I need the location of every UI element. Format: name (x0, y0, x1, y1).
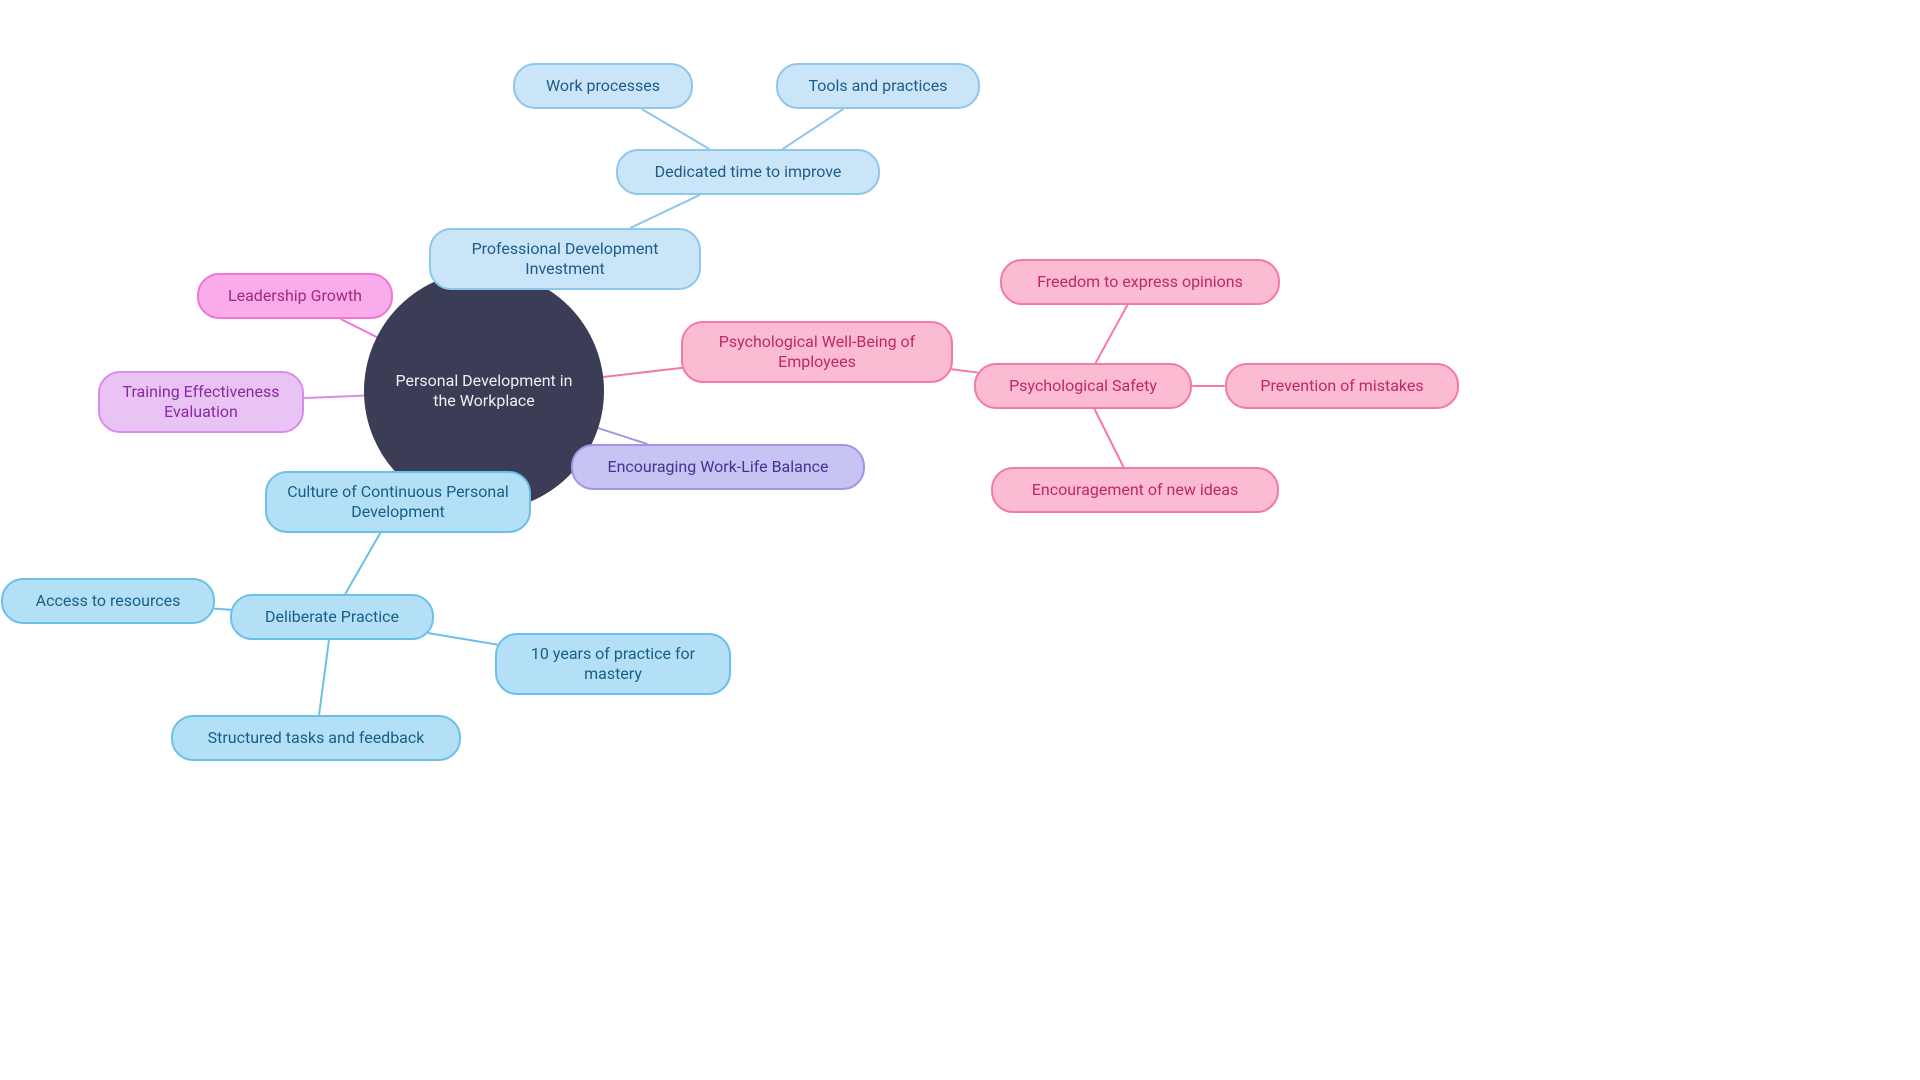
node-training[interactable]: Training Effectiveness Evaluation (98, 371, 304, 433)
mindmap-canvas: Personal Development in the Workplace Lea… (0, 0, 1920, 1080)
node-label: Encouraging Work-Life Balance (607, 457, 828, 477)
node-label: Psychological Well-Being of Employees (699, 332, 935, 372)
node-label: Freedom to express opinions (1037, 272, 1243, 292)
node-label: 10 years of practice for mastery (513, 644, 713, 684)
node-dedicated[interactable]: Dedicated time to improve (616, 149, 880, 195)
edge (429, 633, 497, 644)
edge (215, 609, 231, 610)
node-label: Leadership Growth (228, 286, 362, 306)
node-delib[interactable]: Deliberate Practice (230, 594, 434, 640)
node-tenyears[interactable]: 10 years of practice for mastery (495, 633, 731, 695)
node-label: Professional Development Investment (447, 239, 683, 279)
node-label: Psychological Safety (1009, 376, 1157, 396)
node-label: Training Effectiveness Evaluation (116, 382, 286, 422)
edge (319, 641, 329, 714)
edge (643, 109, 709, 148)
node-label: Tools and practices (808, 76, 947, 96)
edge-layer (0, 0, 1920, 1080)
node-newideas[interactable]: Encouragement of new ideas (991, 467, 1279, 513)
node-label: Personal Development in the Workplace (388, 371, 580, 411)
edge (305, 396, 364, 398)
edge (783, 109, 843, 149)
node-structured[interactable]: Structured tasks and feedback (171, 715, 461, 761)
node-tools[interactable]: Tools and practices (776, 63, 980, 109)
node-label: Encouragement of new ideas (1032, 480, 1238, 500)
node-label: Culture of Continuous Personal Developme… (283, 482, 513, 522)
edge (345, 533, 380, 593)
node-workproc[interactable]: Work processes (513, 63, 693, 109)
edge (603, 368, 682, 377)
node-label: Dedicated time to improve (655, 162, 842, 182)
node-prevent[interactable]: Prevention of mistakes (1225, 363, 1459, 409)
node-label: Work processes (546, 76, 660, 96)
node-culture[interactable]: Culture of Continuous Personal Developme… (265, 471, 531, 533)
edge (598, 428, 647, 444)
node-worklife[interactable]: Encouraging Work-Life Balance (571, 444, 865, 490)
edge (631, 195, 699, 227)
edge (952, 369, 977, 372)
node-access[interactable]: Access to resources (1, 578, 215, 624)
node-freedom[interactable]: Freedom to express opinions (1000, 259, 1280, 305)
node-leadership[interactable]: Leadership Growth (197, 273, 393, 319)
edge (1096, 306, 1127, 363)
node-label: Structured tasks and feedback (208, 728, 425, 748)
node-psysafety[interactable]: Psychological Safety (974, 363, 1192, 409)
node-label: Prevention of mistakes (1260, 376, 1423, 396)
edge (341, 319, 376, 337)
node-wellbeing[interactable]: Psychological Well-Being of Employees (681, 321, 953, 383)
node-label: Deliberate Practice (265, 607, 399, 627)
edge (1095, 409, 1124, 466)
node-label: Access to resources (36, 591, 181, 611)
node-profdev[interactable]: Professional Development Investment (429, 228, 701, 290)
